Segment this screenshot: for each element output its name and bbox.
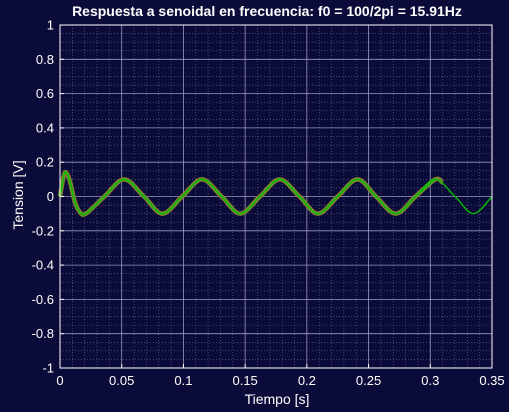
- ticks: 0 0.05 0.1 0.15 0.2 0.25 0.3 0.35 -1 -0.8 -0.6 -0.4…: [32, 18, 505, 389]
- x-tick-label: 0: [56, 373, 63, 388]
- y-tick-label: -1: [42, 361, 54, 376]
- y-tick-label: -0.4: [32, 258, 54, 273]
- y-tick-label: -0.2: [32, 223, 54, 238]
- y-axis-label: Tension [V]: [10, 160, 26, 229]
- y-tick-label: 0.8: [36, 52, 54, 67]
- x-axis-label: Tiempo [s]: [245, 391, 310, 407]
- x-tick-label: 0.15: [232, 373, 257, 388]
- series-group: [57, 169, 493, 218]
- grid: [59, 24, 493, 369]
- x-tick-label: 0.1: [174, 373, 192, 388]
- y-tick-label: -0.6: [32, 292, 54, 307]
- chart-title: Respuesta a senoidal en frecuencia: f0 =…: [72, 3, 462, 19]
- series-line-0: [57, 169, 445, 218]
- x-tick-label: 0.05: [109, 373, 134, 388]
- y-tick-label: -0.8: [32, 326, 54, 341]
- y-tick-label: 0.6: [36, 86, 54, 101]
- x-tick-label: 0.2: [298, 373, 316, 388]
- x-tick-label: 0.35: [479, 373, 504, 388]
- x-tick-label: 0.25: [356, 373, 381, 388]
- y-tick-label: 1: [47, 18, 54, 33]
- y-tick-label: 0.4: [36, 120, 54, 135]
- y-tick-label: 0: [47, 189, 54, 204]
- y-tick-label: 0.2: [36, 155, 54, 170]
- x-tick-label: 0.3: [421, 373, 439, 388]
- series-line-overlay: [59, 171, 436, 216]
